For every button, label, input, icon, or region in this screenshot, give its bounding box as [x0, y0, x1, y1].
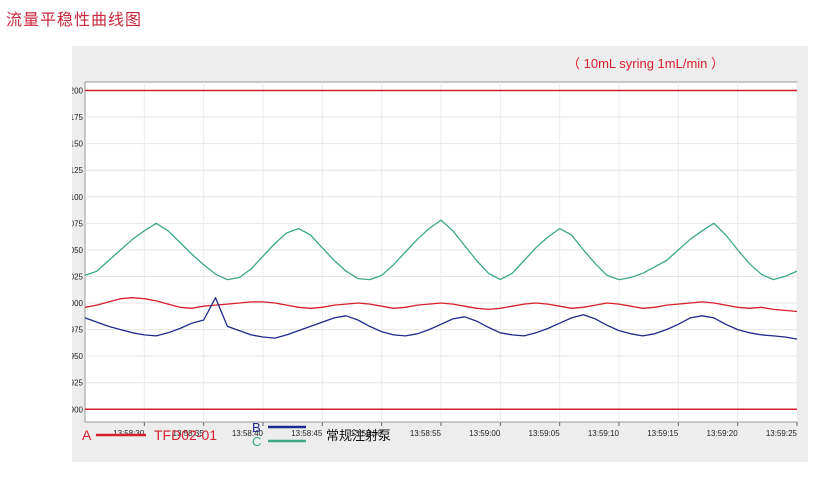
reference-lines: [85, 89, 797, 411]
y-tick-label: 1,125: [72, 166, 84, 175]
y-tick-label: 1,075: [72, 219, 84, 228]
y-tick-label: 1,100: [72, 193, 84, 202]
y-axis: 1,200 1,175 1,150 1,125 1,100 1,075 1,050 1,025…: [63, 87, 84, 415]
page-title: 流量平稳性曲线图: [6, 10, 143, 29]
y-tick-label: 950: [72, 352, 84, 361]
series-lines: [84, 219, 798, 340]
x-tick-label: 13:58:45: [291, 429, 323, 438]
legend: A TFD02-01 B C 常规注射泵: [82, 420, 391, 449]
legend-b-letter: B: [252, 420, 261, 435]
x-tick-label: 13:59:20: [707, 429, 739, 438]
legend-bc-name: 常规注射泵: [326, 428, 391, 443]
y-tick-label: 1,175: [72, 113, 84, 122]
y-tick-label: 1,000: [72, 299, 84, 308]
x-tick-label: 13:59:25: [766, 429, 798, 438]
legend-a-name: TFD02-01: [154, 427, 217, 443]
series-c-line: [84, 219, 798, 281]
series-a-line: [84, 297, 798, 313]
x-tick-label: 13:58:35: [173, 429, 205, 438]
x-tick-label: 13:59:15: [647, 429, 679, 438]
x-tick-label: 13:58:50: [351, 429, 383, 438]
y-tick-label: 1,150: [72, 140, 84, 149]
x-tick-label: 13:58:30: [113, 429, 145, 438]
x-tick-label: 13:58:40: [232, 429, 264, 438]
y-tick-label: 1,025: [72, 272, 84, 281]
legend-c-letter: C: [252, 434, 261, 449]
chart-annotation: （ 10mL syring 1mL/min ）: [567, 56, 724, 71]
legend-a-letter: A: [82, 427, 92, 443]
y-tick-label: 925: [72, 379, 84, 388]
y-tick-label: 1,200: [72, 87, 84, 96]
y-tick-label: 975: [72, 326, 84, 335]
x-tick-label: 13:59:05: [529, 429, 561, 438]
y-tick-label: 1,050: [72, 246, 84, 255]
chart-panel: （ 10mL syring 1mL/min ） 1,2001,1751,1501…: [63, 46, 808, 462]
series-b-line: [84, 297, 798, 340]
x-tick-label: 13:59:10: [588, 429, 620, 438]
y-tick-label: 900: [72, 405, 84, 414]
flow-stability-chart: （ 10mL syring 1mL/min ） 1,2001,1751,1501…: [63, 56, 798, 449]
x-tick-label: 13:59:00: [469, 429, 501, 438]
x-tick-label: 13:58:55: [410, 429, 442, 438]
x-axis: 13:58:30 13:58:35 13:58:40 13:58:45 13:58:50…: [113, 422, 798, 438]
